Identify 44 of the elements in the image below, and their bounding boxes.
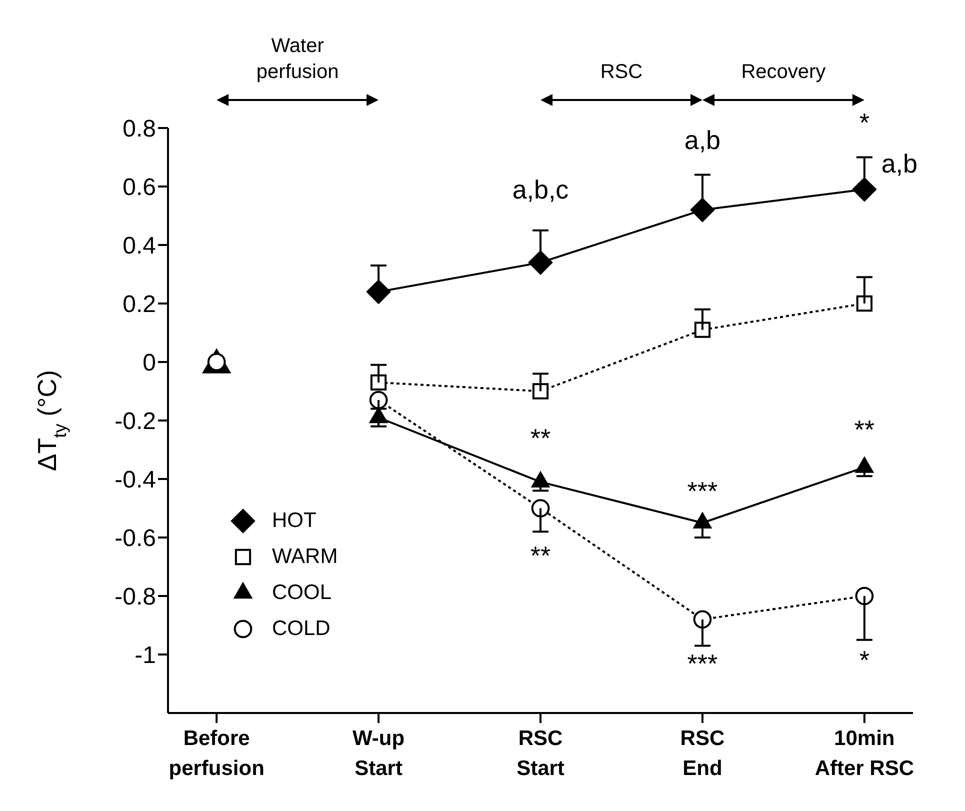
point xyxy=(852,177,876,202)
annotation: ** xyxy=(854,414,875,444)
x-tick-label: 10min After RSC xyxy=(814,727,914,780)
annotation: a,b,c xyxy=(512,174,569,205)
annotation: * xyxy=(859,645,870,676)
legend-label: COOL xyxy=(272,581,332,605)
annotation: a,b xyxy=(684,125,721,155)
y-tick-label: -0.2 xyxy=(114,408,156,436)
annotation: *** xyxy=(687,648,718,678)
legend-label: WARM xyxy=(272,545,338,569)
y-tick-label: 0.2 xyxy=(122,291,156,318)
point xyxy=(856,295,872,312)
legend-label: COLD xyxy=(272,617,330,641)
point xyxy=(370,374,387,391)
y-tick-label: -0.6 xyxy=(114,525,156,552)
y-tick-label: 0.8 xyxy=(122,116,156,143)
y-tick-label: 0.4 xyxy=(122,232,156,260)
y-tick-label: -0.4 xyxy=(114,466,156,494)
annotation: ** xyxy=(530,423,551,454)
text: Water perfusion xyxy=(256,35,339,83)
x-tick-label: RSC Start xyxy=(516,727,564,780)
annotation: * xyxy=(859,108,870,138)
legend-label: HOT xyxy=(272,509,316,533)
x-tick-label: W-up Start xyxy=(352,727,405,780)
y-tick-label: -1 xyxy=(134,642,156,670)
text: Recovery xyxy=(741,61,826,83)
x-tick-label: RSC End xyxy=(680,727,725,780)
x-tick-label: Before perfusion xyxy=(168,727,264,780)
y-tick-label: 0 xyxy=(142,350,156,377)
point xyxy=(531,499,550,518)
y-tick-label: -0.8 xyxy=(114,584,156,611)
point xyxy=(855,586,874,606)
point xyxy=(693,610,712,629)
point xyxy=(369,390,388,410)
y-tick-label: 0.6 xyxy=(122,174,156,202)
annotation: *** xyxy=(687,476,718,506)
point xyxy=(532,383,549,400)
annotation: a,b xyxy=(881,148,918,179)
point xyxy=(528,250,552,275)
point xyxy=(690,198,714,222)
annotation: ** xyxy=(530,540,551,570)
point xyxy=(694,322,711,338)
point xyxy=(366,280,391,304)
text: RSC xyxy=(600,61,643,83)
